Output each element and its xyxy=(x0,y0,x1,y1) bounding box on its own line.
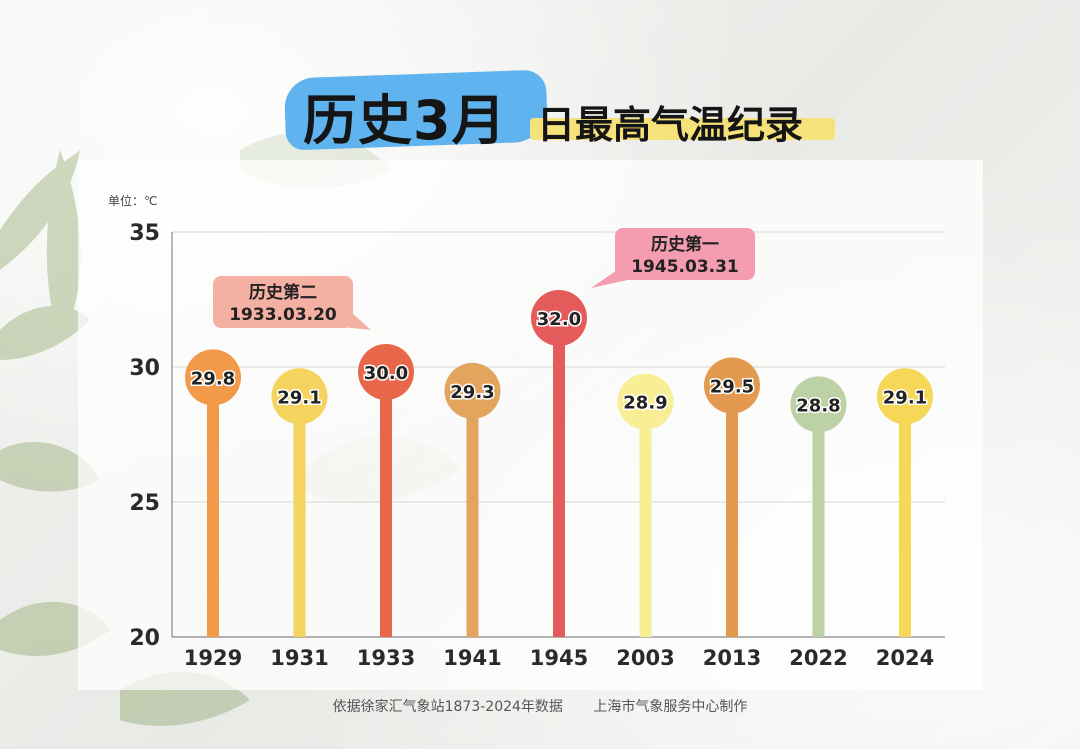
data-label: 29.1 xyxy=(883,387,927,408)
lollipop-stick xyxy=(380,372,392,637)
lollipop-bubble xyxy=(704,357,760,414)
lollipop-stick xyxy=(726,385,738,637)
x-tick-label: 1933 xyxy=(357,646,415,670)
data-label: 29.5 xyxy=(710,377,754,398)
lollipop-bubble xyxy=(185,349,241,406)
x-tick-label: 1929 xyxy=(184,646,242,670)
footer-source: 依据徐家汇气象站1873-2024年数据 xyxy=(332,699,563,715)
x-tick-label: 1931 xyxy=(270,646,328,670)
annotation-label: 历史第一 xyxy=(651,234,719,255)
lollipop-bubble xyxy=(358,344,414,400)
y-tick-label: 25 xyxy=(129,491,160,516)
data-label: 30.0 xyxy=(364,363,408,384)
annotation-label: 历史第二 xyxy=(249,282,317,303)
y-tick-label: 20 xyxy=(129,626,160,651)
footer-credit: 上海市气象服务中心制作 xyxy=(593,699,748,715)
x-tick-label: 2013 xyxy=(703,646,761,670)
footer: 依据徐家汇气象站1873-2024年数据 上海市气象服务中心制作 xyxy=(0,696,1080,716)
lollipop-stick xyxy=(466,390,479,637)
data-label: 29.8 xyxy=(191,368,235,389)
annotation-box xyxy=(615,228,755,280)
y-tick-label: 35 xyxy=(129,221,160,246)
lollipop-stick xyxy=(293,396,306,637)
data-label: 32.0 xyxy=(537,309,581,330)
lollipop-stick xyxy=(899,396,911,637)
lollipop-stick xyxy=(553,318,565,637)
annotation-date: 1945.03.31 xyxy=(631,257,739,277)
annotation-date: 1933.03.20 xyxy=(229,305,337,325)
y-tick-label: 30 xyxy=(129,356,160,381)
x-tick-label: 2022 xyxy=(789,646,847,670)
lollipop-stick xyxy=(639,401,652,637)
lollipop-bubble xyxy=(790,376,847,433)
annotation-box xyxy=(213,276,353,328)
lollipop-bubble xyxy=(271,368,328,425)
data-label: 28.9 xyxy=(623,393,667,414)
lollipop-stick xyxy=(207,377,219,637)
lollipop-stick xyxy=(812,404,825,637)
x-tick-label: 2003 xyxy=(616,646,674,670)
data-label: 29.3 xyxy=(450,382,494,403)
chart-title-main: 历史3月 xyxy=(303,89,507,152)
x-tick-label: 2024 xyxy=(876,646,934,670)
x-tick-label: 1941 xyxy=(443,646,501,670)
title-highlight-yellow xyxy=(530,118,835,140)
x-tick-label: 1945 xyxy=(530,646,588,670)
data-label: 29.1 xyxy=(277,387,321,408)
lollipop-bubble xyxy=(444,362,501,419)
chart-title-sub: 日最高气温纪录 xyxy=(537,103,804,147)
lollipop-bubble xyxy=(617,373,674,430)
unit-label: 单位：℃ xyxy=(108,194,158,208)
data-label: 28.8 xyxy=(796,395,840,416)
lollipop-bubble xyxy=(877,368,933,425)
lollipop-bubble xyxy=(531,290,587,346)
title-block: 历史3月 日最高气温纪录 xyxy=(283,69,845,152)
